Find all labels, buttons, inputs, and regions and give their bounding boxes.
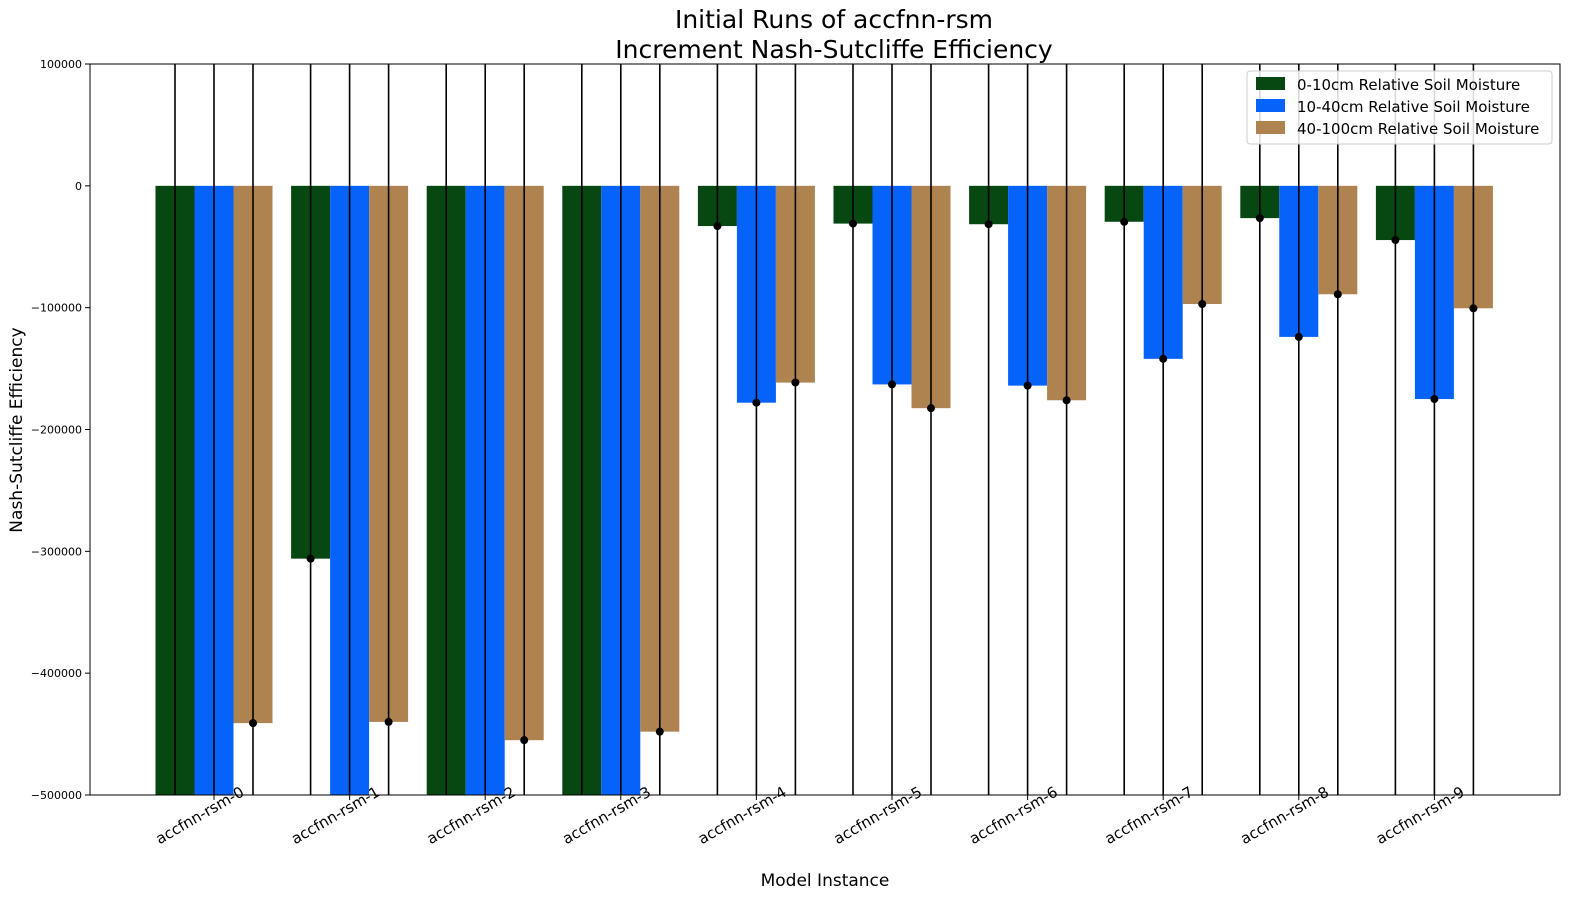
x-tick-label: accfnn-rsm-7 bbox=[1102, 783, 1197, 848]
x-tick-label: accfnn-rsm-5 bbox=[830, 783, 925, 848]
data-point bbox=[1255, 214, 1264, 223]
data-point bbox=[1023, 381, 1032, 390]
chart-title: Initial Runs of accfnn-rsm bbox=[675, 5, 993, 34]
y-tick-label: 100000 bbox=[40, 58, 82, 71]
y-tick-label: −500000 bbox=[31, 789, 82, 802]
data-point bbox=[1469, 304, 1478, 313]
data-point bbox=[249, 719, 257, 728]
y-axis-label: Nash-Sutcliffe Efficiency bbox=[7, 327, 27, 532]
y-tick-label: −200000 bbox=[31, 424, 82, 437]
data-point bbox=[655, 727, 664, 736]
data-point bbox=[520, 736, 529, 745]
data-point bbox=[713, 222, 722, 231]
data-point bbox=[1198, 300, 1207, 309]
data-point bbox=[1294, 332, 1303, 341]
legend-swatch bbox=[1256, 99, 1285, 112]
legend-frame bbox=[1246, 70, 1553, 145]
x-axis-label: Model Instance bbox=[761, 871, 890, 891]
data-point bbox=[888, 380, 896, 389]
y-tick-label: 0 bbox=[75, 180, 82, 193]
data-point bbox=[384, 717, 393, 726]
x-tick-label: accfnn-rsm-4 bbox=[695, 783, 790, 848]
legend-label: 10-40cm Relative Soil Moisture bbox=[1297, 98, 1530, 116]
data-point bbox=[927, 404, 935, 413]
y-tick-label: −300000 bbox=[31, 545, 82, 558]
x-tick-label: accfnn-rsm-6 bbox=[966, 783, 1061, 848]
y-tick-label: −400000 bbox=[31, 667, 82, 680]
data-point bbox=[849, 219, 857, 228]
data-point bbox=[1159, 354, 1168, 363]
data-point bbox=[752, 398, 761, 407]
legend-label: 0-10cm Relative Soil Moisture bbox=[1297, 76, 1520, 94]
legend: 0-10cm Relative Soil Moisture 10-40cm Rel… bbox=[1246, 70, 1553, 145]
data-point bbox=[1333, 290, 1342, 299]
data-point bbox=[1391, 236, 1400, 245]
data-point bbox=[1062, 396, 1071, 405]
data-point bbox=[984, 220, 993, 229]
chart-subtitle: Increment Nash-Sutcliffe Efficiency bbox=[615, 35, 1053, 64]
data-point bbox=[306, 554, 315, 563]
legend-label: 40-100cm Relative Soil Moisture bbox=[1297, 120, 1539, 138]
x-tick-label: accfnn-rsm-9 bbox=[1373, 783, 1468, 848]
data-point bbox=[1430, 395, 1439, 404]
y-axis: 100000 0 −100000 −200000 −300000 −400000 −5000… bbox=[31, 58, 90, 802]
legend-swatch bbox=[1256, 77, 1285, 90]
data-point bbox=[1120, 217, 1129, 226]
data-point bbox=[791, 378, 800, 387]
y-tick-label: −100000 bbox=[31, 302, 82, 315]
plot-area bbox=[155, 64, 1493, 796]
legend-swatch bbox=[1256, 121, 1285, 134]
x-tick-label: accfnn-rsm-8 bbox=[1237, 783, 1332, 848]
